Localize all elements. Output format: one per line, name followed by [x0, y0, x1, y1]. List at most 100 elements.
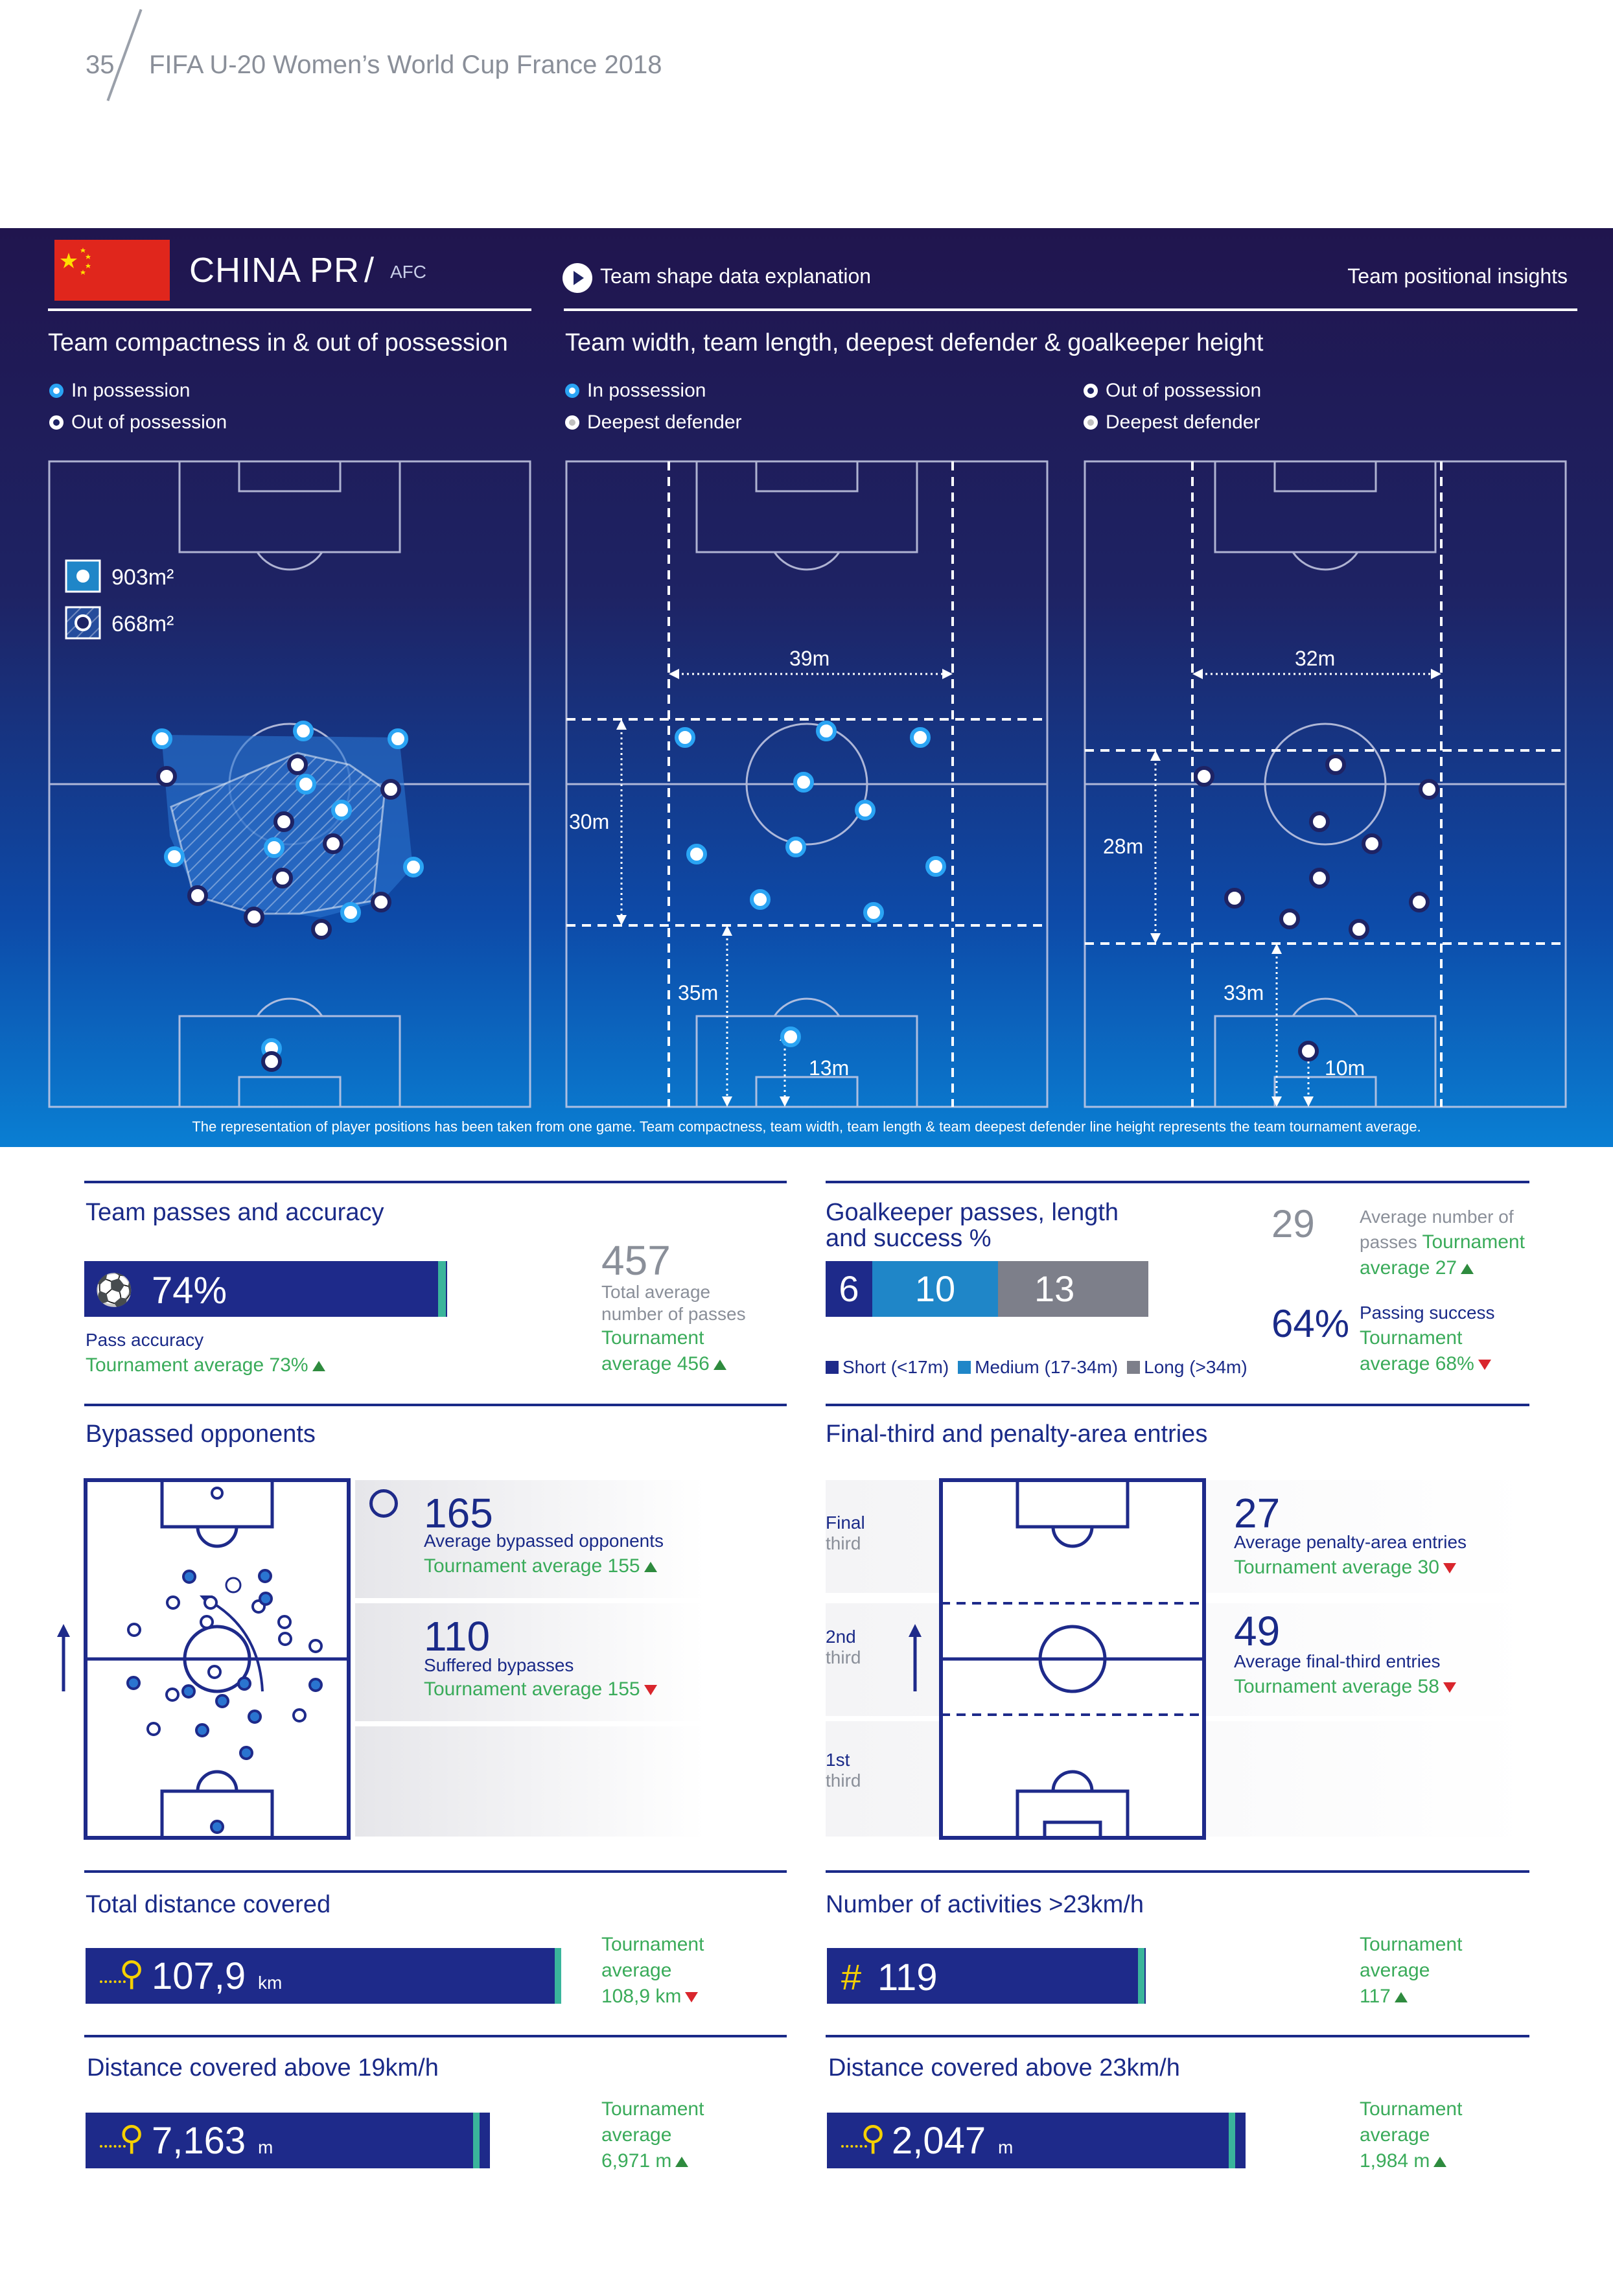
- dotted-trail-icon: [100, 1980, 126, 1983]
- final-entries-value: 49: [1234, 1608, 1281, 1654]
- dist23-tourn-3: 1,984 m: [1360, 2150, 1447, 2172]
- activities-value: 119: [877, 1956, 938, 1999]
- gk-success-tourn-2: average 68%: [1360, 1353, 1491, 1375]
- in-possession-dot-icon: [49, 384, 64, 398]
- short-swatch-icon: [826, 1361, 839, 1374]
- legend-label: Deepest defender: [1106, 412, 1260, 433]
- team-separator: /: [364, 251, 375, 290]
- legend-label: In possession: [587, 380, 706, 401]
- positional-insights-label: Team positional insights: [1347, 264, 1568, 288]
- zone-first-line-2: third: [826, 1770, 861, 1791]
- dotted-trail-icon: [100, 2145, 126, 2148]
- activities-rule: [826, 1870, 1529, 1873]
- dist23-tourn-1: Tournament: [1360, 2098, 1463, 2120]
- dist23-value: 2,047: [892, 2120, 986, 2162]
- final-entries-tourn: Tournament average 58: [1234, 1676, 1456, 1698]
- legend-in-possession: In possession: [49, 379, 190, 402]
- bypassed-title: Bypassed opponents: [86, 1421, 316, 1448]
- down-arrow-icon: [1443, 1682, 1456, 1693]
- zone-second-line-2: third: [826, 1647, 861, 1667]
- up-arrow-icon: [644, 1562, 657, 1572]
- gk-avg-label-part: passes: [1360, 1232, 1422, 1252]
- legend-label: Deepest defender: [587, 412, 742, 433]
- area-in-label: 903m²: [111, 565, 174, 590]
- dist19-tourn-1: Tournament: [601, 2098, 704, 2120]
- legend-long: Long (>34m): [1144, 1357, 1247, 1377]
- tournament-avg-text: Tournament average 30: [1234, 1557, 1439, 1578]
- dist19-rule: [84, 2035, 787, 2037]
- total-passes-label-1: Total average: [601, 1282, 711, 1302]
- dist23-rule: [826, 2035, 1529, 2037]
- penalty-entries-label: Average penalty-area entries: [1234, 1532, 1467, 1552]
- left-rule: [48, 308, 531, 311]
- length-in-label: 30m: [569, 810, 610, 833]
- gk-avg-number-value: 29: [1271, 1202, 1315, 1246]
- width-in-label: 39m: [789, 647, 830, 670]
- deepest-defender-dot-icon: [1084, 415, 1098, 430]
- publication-title: FIFA U-20 Women’s World Cup France 2018: [149, 51, 662, 79]
- dist23-title: Distance covered above 23km/h: [828, 2054, 1180, 2081]
- gk-success-label: Passing success: [1360, 1303, 1495, 1323]
- distance-title: Total distance covered: [86, 1891, 331, 1918]
- pass-accuracy-bar-edge: [438, 1261, 446, 1317]
- location-pin-icon: ⚲: [119, 1955, 145, 1993]
- bypassed-avg-panel: [355, 1480, 705, 1598]
- hash-icon: #: [841, 1956, 862, 1997]
- banner-footnote: The representation of player positions h…: [192, 1119, 1421, 1135]
- pass-accuracy-bar: ⚽ 74%: [84, 1261, 447, 1317]
- dist23-bar-edge: [1229, 2113, 1235, 2168]
- up-arrow-icon: [1394, 1992, 1408, 2002]
- width-out-label: 32m: [1295, 647, 1336, 670]
- distance-bar: ⚲ 107,9 km: [86, 1948, 561, 2004]
- gk-avg-number-label-1: Average number of: [1360, 1207, 1514, 1227]
- gk-height-in-label: 13m: [809, 1056, 850, 1080]
- play-icon[interactable]: [563, 263, 592, 293]
- dist23-bar: ⚲ 2,047 m: [827, 2113, 1246, 2168]
- width-length-out-pitch: [1084, 460, 1567, 1108]
- gk-legend: Short (<17m) Medium (17-34m) Long (>34m): [826, 1357, 1247, 1378]
- legend-label: In possession: [71, 380, 191, 401]
- activities-tourn-1: Tournament: [1360, 1934, 1463, 1955]
- bypassed-avg-value: 165: [424, 1490, 493, 1536]
- total-passes-tourn-2: average 456: [601, 1353, 726, 1375]
- entries-pitch: [909, 1478, 1206, 1840]
- tournament-avg-text: Tournament average 155: [424, 1678, 640, 1700]
- dist19-unit: m: [258, 2137, 273, 2157]
- distance-bar-edge: [555, 1948, 561, 2004]
- zone-first-line-1: 1st: [826, 1750, 850, 1770]
- tournament-avg-text: average 27: [1360, 1257, 1457, 1279]
- tournament-avg-text: 108,9 km: [601, 1986, 682, 2007]
- in-possession-dot-icon: [565, 384, 579, 398]
- activities-title: Number of activities >23km/h: [826, 1891, 1144, 1918]
- distance-tourn-1: Tournament: [601, 1934, 704, 1955]
- zone-final-line-2: third: [826, 1533, 861, 1553]
- tournament-avg-text: 6,971 m: [601, 2150, 672, 2172]
- penalty-entries-tourn: Tournament average 30: [1234, 1557, 1456, 1579]
- down-arrow-icon: [644, 1685, 657, 1695]
- distance-unit: km: [258, 1973, 283, 1993]
- gk-rule: [826, 1181, 1529, 1183]
- legend-out-possession: Out of possession: [49, 411, 227, 434]
- team-shape-link[interactable]: Team shape data explanation: [600, 264, 872, 288]
- dist19-bar-edge: [473, 2113, 480, 2168]
- gk-success-tourn-1: Tournament: [1360, 1327, 1463, 1349]
- total-passes-label-2: number of passes: [601, 1304, 746, 1324]
- bypassed-avg-tourn: Tournament average 155: [424, 1555, 657, 1577]
- gk-avg-number-label-2: passes Tournament: [1360, 1231, 1525, 1253]
- up-arrow-icon: [1461, 1264, 1474, 1274]
- zone-final-line-1: Final: [826, 1513, 865, 1533]
- gk-short-segment: 6: [826, 1261, 872, 1317]
- activities-bar-edge: [1138, 1948, 1144, 2004]
- gk-long-segment: 13: [998, 1261, 1148, 1317]
- legend-wl-out: Out of possession: [1084, 379, 1261, 402]
- pass-accuracy-value: 74%: [152, 1270, 227, 1312]
- out-possession-dot-icon: [1084, 384, 1098, 398]
- right-rule: [564, 308, 1577, 311]
- out-possession-dot-icon: [49, 415, 64, 430]
- entries-title: Final-third and penalty-area entries: [826, 1421, 1208, 1448]
- zone-second-line-1: 2nd: [826, 1627, 856, 1647]
- tournament-avg-text: 1,984 m: [1360, 2150, 1430, 2172]
- down-arrow-icon: [685, 1992, 699, 2002]
- dist19-tourn-3: 6,971 m: [601, 2150, 689, 2172]
- bypassed-suffered-value: 110: [424, 1613, 491, 1660]
